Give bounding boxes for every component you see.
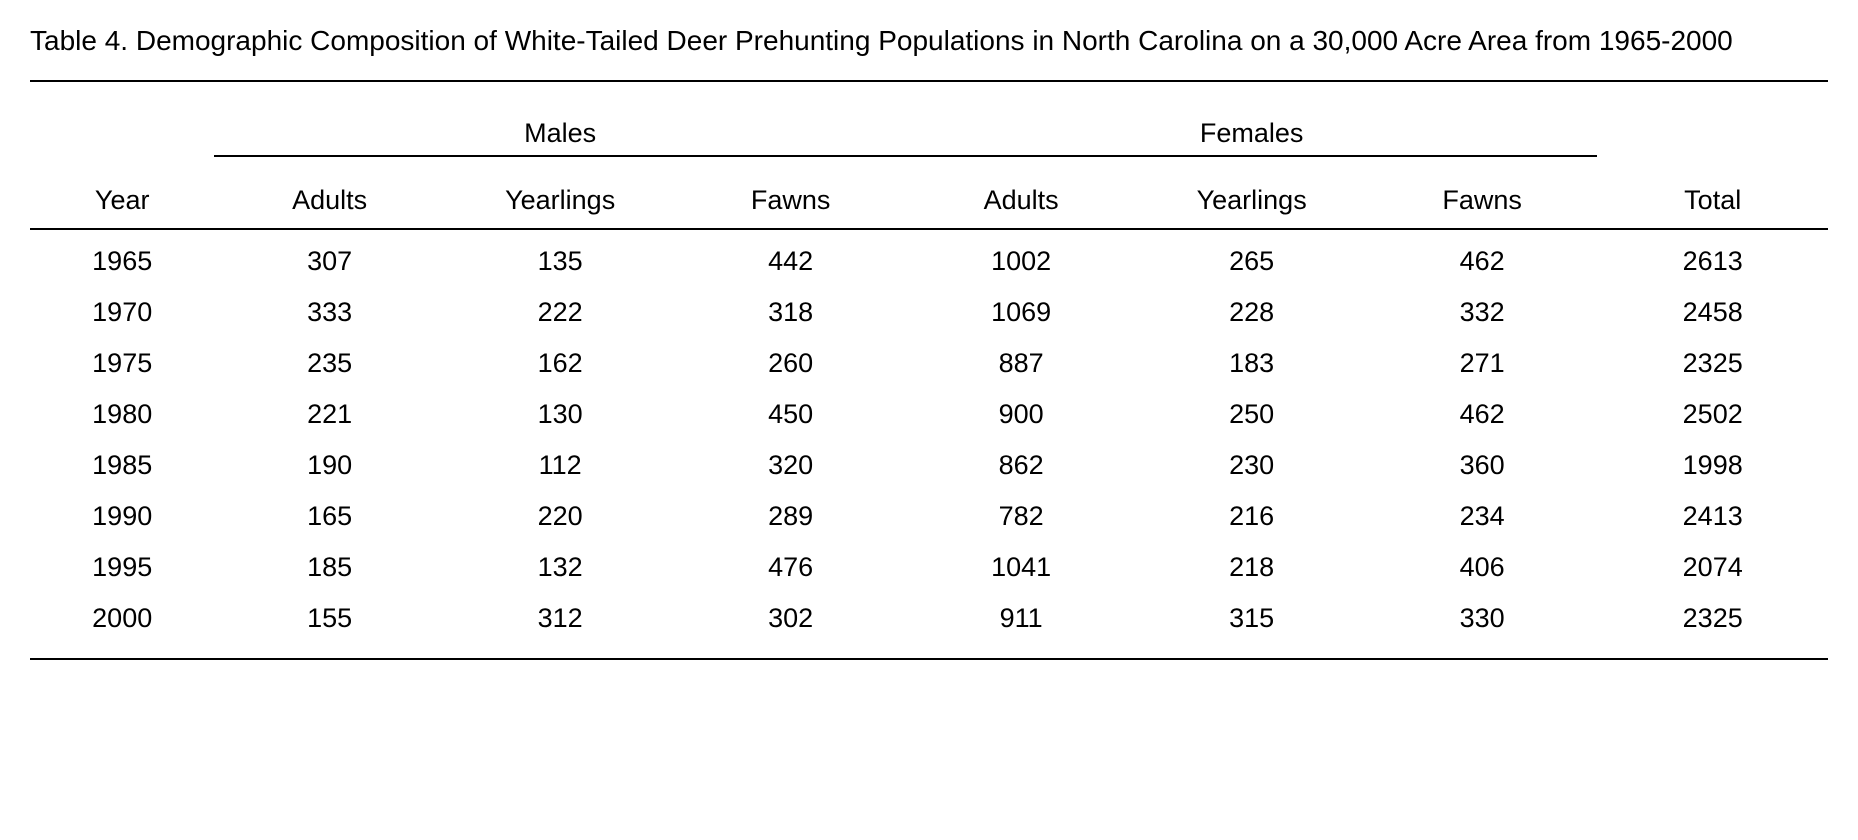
- cell-male_adults: 235: [214, 338, 445, 389]
- table-row: 197033322231810692283322458: [30, 287, 1828, 338]
- col-header-male-yearlings: Yearlings: [445, 156, 676, 229]
- table-row: 199518513247610412184062074: [30, 542, 1828, 593]
- cell-male_yearlings: 222: [445, 287, 676, 338]
- cell-female_fawns: 271: [1367, 338, 1598, 389]
- cell-year: 1970: [30, 287, 214, 338]
- cell-female_adults: 782: [906, 491, 1137, 542]
- cell-female_adults: 1069: [906, 287, 1137, 338]
- cell-year: 1985: [30, 440, 214, 491]
- cell-female_fawns: 462: [1367, 229, 1598, 287]
- cell-year: 1990: [30, 491, 214, 542]
- cell-female_adults: 1002: [906, 229, 1137, 287]
- table-row: 19752351622608871832712325: [30, 338, 1828, 389]
- spanner-empty-total: [1597, 90, 1828, 156]
- col-header-total: Total: [1597, 156, 1828, 229]
- col-header-year: Year: [30, 156, 214, 229]
- cell-female_yearlings: 230: [1136, 440, 1367, 491]
- cell-male_fawns: 302: [675, 593, 906, 659]
- cell-female_fawns: 360: [1367, 440, 1598, 491]
- cell-female_yearlings: 250: [1136, 389, 1367, 440]
- cell-male_yearlings: 112: [445, 440, 676, 491]
- cell-year: 2000: [30, 593, 214, 659]
- cell-female_yearlings: 265: [1136, 229, 1367, 287]
- cell-male_adults: 185: [214, 542, 445, 593]
- table-body: 1965307135442100226546226131970333222318…: [30, 229, 1828, 659]
- table-header-row: Year Adults Yearlings Fawns Adults Yearl…: [30, 156, 1828, 229]
- cell-male_fawns: 476: [675, 542, 906, 593]
- cell-female_yearlings: 216: [1136, 491, 1367, 542]
- cell-total: 2413: [1597, 491, 1828, 542]
- deer-population-table: Males Females Year Adults Yearlings Fawn…: [30, 90, 1828, 660]
- cell-female_adults: 1041: [906, 542, 1137, 593]
- col-header-female-adults: Adults: [906, 156, 1137, 229]
- spanner-males: Males: [214, 90, 906, 156]
- col-header-male-adults: Adults: [214, 156, 445, 229]
- cell-male_yearlings: 132: [445, 542, 676, 593]
- cell-male_fawns: 260: [675, 338, 906, 389]
- cell-total: 2458: [1597, 287, 1828, 338]
- cell-female_yearlings: 183: [1136, 338, 1367, 389]
- cell-male_fawns: 320: [675, 440, 906, 491]
- cell-male_fawns: 289: [675, 491, 906, 542]
- cell-female_fawns: 406: [1367, 542, 1598, 593]
- cell-male_adults: 221: [214, 389, 445, 440]
- cell-male_adults: 155: [214, 593, 445, 659]
- table-row: 196530713544210022654622613: [30, 229, 1828, 287]
- cell-male_adults: 165: [214, 491, 445, 542]
- cell-total: 2613: [1597, 229, 1828, 287]
- col-header-female-yearlings: Yearlings: [1136, 156, 1367, 229]
- cell-male_adults: 333: [214, 287, 445, 338]
- cell-total: 2074: [1597, 542, 1828, 593]
- table-row: 20001553123029113153302325: [30, 593, 1828, 659]
- table-row: 19802211304509002504622502: [30, 389, 1828, 440]
- cell-year: 1995: [30, 542, 214, 593]
- cell-total: 2325: [1597, 593, 1828, 659]
- spanner-empty-year: [30, 90, 214, 156]
- cell-male_yearlings: 162: [445, 338, 676, 389]
- cell-female_adults: 862: [906, 440, 1137, 491]
- cell-male_yearlings: 135: [445, 229, 676, 287]
- cell-male_adults: 190: [214, 440, 445, 491]
- col-header-male-fawns: Fawns: [675, 156, 906, 229]
- table-spanner-row: Males Females: [30, 90, 1828, 156]
- cell-female_fawns: 234: [1367, 491, 1598, 542]
- cell-female_fawns: 330: [1367, 593, 1598, 659]
- cell-total: 2502: [1597, 389, 1828, 440]
- cell-female_adults: 911: [906, 593, 1137, 659]
- cell-female_adults: 900: [906, 389, 1137, 440]
- cell-male_fawns: 442: [675, 229, 906, 287]
- cell-male_adults: 307: [214, 229, 445, 287]
- cell-female_adults: 887: [906, 338, 1137, 389]
- cell-year: 1980: [30, 389, 214, 440]
- cell-male_yearlings: 130: [445, 389, 676, 440]
- cell-male_yearlings: 220: [445, 491, 676, 542]
- cell-female_yearlings: 218: [1136, 542, 1367, 593]
- cell-year: 1975: [30, 338, 214, 389]
- cell-female_fawns: 332: [1367, 287, 1598, 338]
- table-row: 19851901123208622303601998: [30, 440, 1828, 491]
- col-header-female-fawns: Fawns: [1367, 156, 1598, 229]
- cell-male_yearlings: 312: [445, 593, 676, 659]
- spanner-females: Females: [906, 90, 1598, 156]
- cell-year: 1965: [30, 229, 214, 287]
- table-title: Table 4. Demographic Composition of Whit…: [30, 20, 1828, 82]
- cell-female_yearlings: 228: [1136, 287, 1367, 338]
- cell-female_fawns: 462: [1367, 389, 1598, 440]
- cell-female_yearlings: 315: [1136, 593, 1367, 659]
- table-row: 19901652202897822162342413: [30, 491, 1828, 542]
- cell-male_fawns: 318: [675, 287, 906, 338]
- cell-total: 2325: [1597, 338, 1828, 389]
- cell-total: 1998: [1597, 440, 1828, 491]
- cell-male_fawns: 450: [675, 389, 906, 440]
